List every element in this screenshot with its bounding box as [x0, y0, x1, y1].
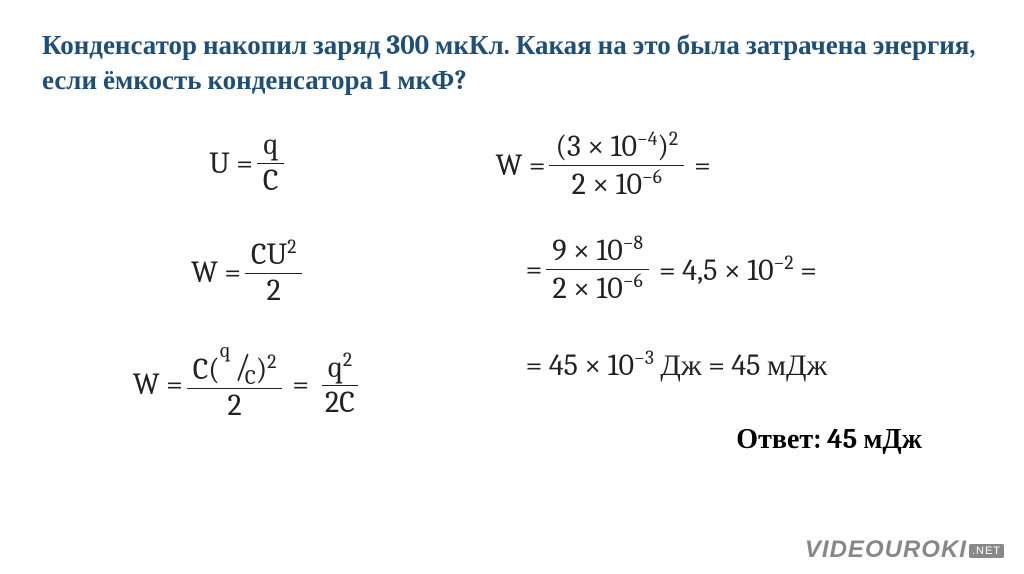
num-text: q [328, 350, 343, 385]
watermark: VIDEOUROKI.NET [805, 536, 1004, 564]
watermark-suffix: .NET [969, 544, 1004, 558]
sup: 2 [267, 350, 276, 373]
fraction: CU2 2 [245, 236, 302, 308]
num-l: (3 × 10 [555, 129, 636, 164]
calc-step-2: = 9 × 10−8 2 × 10−6 = 4,5 × 10−2 = [456, 232, 982, 306]
denominator: 2 × 10−6 [566, 166, 668, 203]
numerator: C(q⁄C)2 [187, 346, 283, 389]
den-l: 2 × 10 [572, 167, 642, 202]
numerator: (3 × 10−4)2 [549, 128, 684, 166]
formula-energy-qc: W = C(q⁄C)2 2 = q2 2C [133, 346, 365, 423]
denominator: 2C [319, 386, 361, 421]
lhs: W = [496, 148, 546, 183]
problem-title: Конденсатор накопил заряд 300 мкКл. Кака… [0, 0, 1024, 118]
sup: −8 [623, 231, 643, 254]
sup: 2 [287, 235, 296, 258]
sup2: 2 [669, 127, 678, 150]
sup: 2 [343, 348, 352, 371]
numerator: q [257, 128, 284, 164]
tail: = [794, 253, 817, 288]
slash-fraction: q⁄C [220, 346, 256, 385]
mid: = 4,5 × 10−2 = [659, 251, 817, 288]
lhs: W = [133, 367, 183, 402]
fraction: (3 × 10−4)2 2 × 10−6 [549, 128, 684, 202]
numerator: q2 [322, 349, 358, 387]
final-answer: Ответ: 45 мДж [456, 413, 982, 456]
lhs: W = [191, 255, 241, 290]
calc-step-3: = 45 × 10−3 Дж = 45 мДж [456, 336, 982, 383]
sf-num: q [220, 339, 231, 363]
sup: −3 [634, 346, 654, 369]
calculation-column: W = (3 × 10−4)2 2 × 10−6 = = 9 × 10−8 2 … [456, 118, 982, 456]
sup: −6 [623, 269, 643, 292]
formula-content: U = q C W = CU2 2 W = C(q⁄C)2 2 [0, 118, 1024, 456]
tail: = [694, 148, 711, 183]
sup: −2 [774, 251, 794, 274]
fraction: q C [257, 128, 285, 198]
den-l: 2 × 10 [552, 271, 622, 306]
formula-energy-cu: W = CU2 2 [191, 236, 306, 308]
sf-den: C [245, 366, 256, 390]
fraction: 9 × 10−8 2 × 10−6 [546, 232, 649, 306]
pre: = [526, 252, 543, 287]
suffix: ) [256, 352, 267, 387]
pre: = 45 × 10 [526, 348, 634, 383]
denominator: 2 × 10−6 [546, 270, 648, 307]
calc-step-1: W = (3 × 10−4)2 2 × 10−6 = [456, 128, 982, 202]
numerator: CU2 [245, 236, 302, 274]
fraction-1: C(q⁄C)2 2 [187, 346, 283, 423]
lhs: U = [209, 146, 253, 181]
denominator: C [257, 164, 285, 199]
result-text: = 45 × 10−3 Дж = 45 мДж [526, 346, 828, 383]
sup: −6 [642, 165, 662, 188]
formula-voltage: U = q C [209, 128, 288, 198]
denominator: 2 [221, 389, 247, 424]
num-text: CU [251, 237, 287, 272]
numerator: 9 × 10−8 [546, 232, 649, 270]
prefix: C( [193, 352, 220, 387]
derivation-column: U = q C W = CU2 2 W = C(q⁄C)2 2 [42, 118, 456, 456]
mid-text: = 4,5 × 10 [659, 253, 774, 288]
equals: = [292, 367, 309, 402]
tail: Дж = 45 мДж [654, 348, 827, 383]
num-l: 9 × 10 [552, 233, 623, 268]
num-r: ) [657, 129, 668, 164]
watermark-text: VIDEOUROKI [805, 536, 967, 563]
fraction-2: q2 2C [319, 349, 361, 421]
sup1: −4 [637, 127, 657, 150]
denominator: 2 [261, 274, 287, 309]
